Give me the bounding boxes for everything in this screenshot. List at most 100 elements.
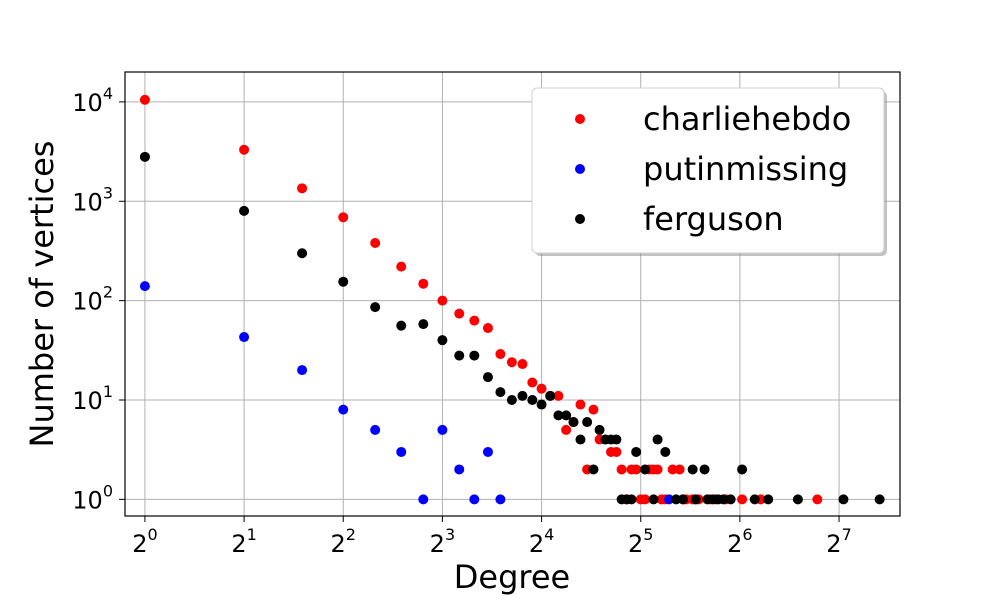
x-axis-label: Degree [454,558,570,596]
x-tick-label: 21 [231,525,256,558]
data-point [297,183,308,194]
data-points [139,94,885,505]
y-tick-label: 100 [72,481,113,514]
data-point [517,390,528,401]
data-point [575,434,586,445]
x-tick-label: 23 [430,525,455,558]
legend: charliehebdo putinmissing ferguson [531,87,887,256]
data-point [396,320,407,331]
data-point [611,446,622,457]
x-tick-label: 24 [529,525,554,558]
y-axis-label: Number of vertices [23,141,61,448]
data-point [667,464,678,475]
legend-marker [575,114,585,124]
data-point [725,494,736,505]
data-point [664,494,675,505]
data-point [495,349,506,360]
data-point [239,144,250,155]
data-point [297,248,308,259]
data-point [737,464,748,475]
data-point [652,434,663,445]
data-point [437,424,448,435]
legend-entry-putinmissing: putinmissing [575,150,848,188]
data-point [737,494,748,505]
data-point [674,464,685,475]
data-point [239,205,250,216]
data-point [575,399,586,410]
data-point [139,151,150,162]
data-point [718,494,729,505]
legend-box [531,87,885,254]
data-point [396,261,407,272]
y-tick-label: 101 [72,382,113,415]
legend-marker [575,164,585,174]
x-tick-label: 27 [826,525,851,558]
legend-entry-charliehebdo: charliehebdo [575,100,851,138]
data-point [699,464,710,475]
data-point [338,404,349,415]
data-point [749,494,760,505]
data-point [517,359,528,370]
data-point [553,390,564,401]
y-tick-label: 102 [72,283,113,316]
data-point [454,350,465,361]
data-point [469,350,480,361]
data-point [370,424,381,435]
data-point [640,494,651,505]
data-point [687,464,698,475]
legend-label: putinmissing [643,150,848,188]
data-point [338,276,349,287]
data-point [568,417,579,428]
data-point [297,365,308,376]
data-point [482,323,493,334]
legend-label: charliehebdo [643,100,851,138]
series-charliehebdo [139,94,823,505]
data-point [506,357,517,368]
x-tick-label: 26 [727,525,752,558]
data-point [652,464,663,475]
data-point [139,94,150,105]
data-point [763,494,774,505]
data-point [437,295,448,306]
x-tick-label: 20 [132,525,157,558]
data-point [561,424,572,435]
plot-frame [124,71,901,517]
data-point [495,387,506,398]
data-point [370,302,381,313]
data-point [640,464,651,475]
series-ferguson [139,151,885,505]
data-point [660,446,671,457]
data-point [812,494,823,505]
data-point [838,494,849,505]
data-point [418,319,429,330]
legend-label: ferguson [643,200,784,238]
data-point [482,446,493,457]
data-point [454,308,465,319]
data-point [527,394,538,405]
legend-entry-ferguson: ferguson [575,200,784,238]
data-point [370,238,381,249]
data-point [631,464,642,475]
data-point [536,383,547,394]
data-point [418,494,429,505]
data-point [418,278,429,289]
data-point [396,446,407,457]
x-tick-label: 22 [331,525,356,558]
x-tick-label: 25 [628,525,653,558]
data-point [139,281,150,292]
data-point [690,494,701,505]
data-point [338,212,349,223]
series-putinmissing [139,281,675,505]
data-point [495,494,506,505]
data-point [616,464,627,475]
data-point [631,446,642,457]
data-point [527,377,538,388]
data-point [611,434,622,445]
data-point [553,410,564,421]
data-point [792,494,803,505]
y-tick-label: 104 [72,84,113,117]
data-point [594,424,605,435]
y-tick-label: 103 [72,183,113,216]
data-point [545,390,556,401]
